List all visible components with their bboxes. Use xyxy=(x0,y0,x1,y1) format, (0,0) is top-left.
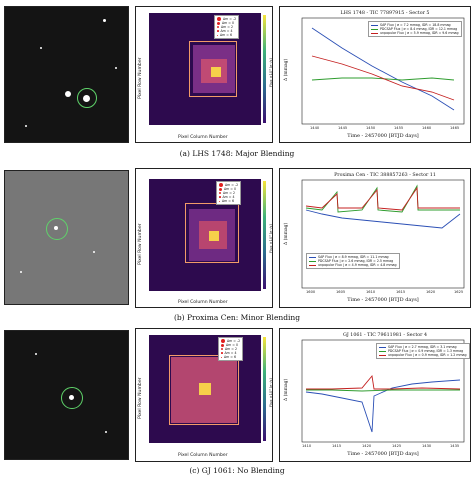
lc-xlabel: Time - 2457000 [BTJD days] xyxy=(347,133,419,139)
tpf-ylabel: Pixel Row Number xyxy=(138,57,143,99)
target-ring xyxy=(77,88,97,108)
lc-ylabel: Δ (mmag) xyxy=(284,58,289,81)
lc-xtick: 1615 xyxy=(396,290,406,294)
star xyxy=(115,67,117,69)
sky-image-a xyxy=(4,6,129,143)
lc-xlabel: Time - 2457000 [BTJD days] xyxy=(347,451,419,457)
lc-xtick: 1410 xyxy=(302,444,312,448)
tpf-panel-a: Δm = -2 Δm = 0 Δm = 2 Δm = 4 Δm = 6 Pixe… xyxy=(135,6,273,143)
unpopular-series xyxy=(306,374,461,390)
lc-xtick: 1605 xyxy=(336,290,346,294)
lc-title: LHS 1748 - TIC 77897915 - Sector 5 xyxy=(340,11,430,16)
lc-xtick: 1435 xyxy=(450,444,460,448)
sky-image-b xyxy=(4,170,129,305)
lc-plot xyxy=(301,339,465,443)
lc-xtick: 1440 xyxy=(310,126,320,130)
tpf-xlabel: Pixel Column Number xyxy=(178,300,228,305)
tpf-panel-c: Δm = -2 Δm = 0 Δm = 2 Δm = 4 Δm = 6 Pixe… xyxy=(135,328,273,462)
aperture-outline xyxy=(185,203,239,263)
star xyxy=(35,353,37,355)
colorbar xyxy=(263,337,266,441)
lc-xtick: 1420 xyxy=(362,444,372,448)
lc-xtick: 1415 xyxy=(332,444,342,448)
tpf-heatmap xyxy=(149,13,261,125)
lc-legend: SAP Flux | σ = 7.2 mmag, IDR = 18.8 mmag… xyxy=(368,21,462,37)
lightcurve-panel-b: Proxima Cen - TIC 388857263 - Sector 11 … xyxy=(279,168,471,308)
tpf-xlabel: Pixel Column Number xyxy=(178,453,228,458)
figure-row-b: Δm = -2 Δm = 0 Δm = 2 Δm = 4 Δm = 6 Pixe… xyxy=(0,162,474,322)
marker-legend: Δm = -2 Δm = 0 Δm = 2 Δm = 4 Δm = 6 xyxy=(216,181,242,205)
lc-ylabel: Δ (mmag) xyxy=(284,222,289,245)
lc-xtick: 1600 xyxy=(306,290,316,294)
star xyxy=(40,47,42,49)
lc-plot xyxy=(301,17,465,125)
marker-legend: Δm = -2 Δm = 0 Δm = 2 Δm = 4 Δm = 6 xyxy=(218,337,244,361)
cbar-label: Flux ×10³ [e⁻/s] xyxy=(269,58,273,87)
target-ring xyxy=(61,387,83,409)
lc-xtick: 1445 xyxy=(338,126,348,130)
figure-row-a: Δm = -2 Δm = 0 Δm = 2 Δm = 4 Δm = 6 Pixe… xyxy=(0,4,474,158)
lc-xtick: 1625 xyxy=(454,290,464,294)
sap-series xyxy=(305,209,461,229)
pdcsap-series xyxy=(306,389,460,392)
lc-xtick: 1450 xyxy=(366,126,376,130)
unpopular-series xyxy=(311,55,455,101)
tpf-heatmap xyxy=(149,179,261,291)
cbar-label: Flux ×10³ [e⁻/s] xyxy=(269,378,273,407)
target-ring xyxy=(46,218,68,240)
tpf-ylabel: Pixel Row Number xyxy=(138,377,143,419)
aperture-outline xyxy=(189,41,237,97)
sap-series xyxy=(311,27,455,111)
star xyxy=(65,91,71,97)
lc-xtick: 1610 xyxy=(366,290,376,294)
colorbar xyxy=(263,15,266,123)
lightcurve-panel-c: GJ 1061 - TIC 79611981 - Sector 4 SAP Fl… xyxy=(279,328,471,462)
lc-title: Proxima Cen - TIC 388857263 - Sector 11 xyxy=(334,173,436,178)
lc-title: GJ 1061 - TIC 79611981 - Sector 4 xyxy=(342,333,428,338)
sky-image-c xyxy=(4,330,129,460)
tpf-panel-b: Δm = -2 Δm = 0 Δm = 2 Δm = 4 Δm = 6 Pixe… xyxy=(135,168,273,308)
lc-legend: SAP Flux | σ = 8.9 mmag, IDR = 11.1 mmag… xyxy=(306,253,400,269)
tpf-heatmap xyxy=(149,335,261,443)
lc-xtick: 1465 xyxy=(450,126,460,130)
lc-xtick: 1455 xyxy=(394,126,404,130)
aperture-outline xyxy=(169,355,239,425)
lc-xtick: 1620 xyxy=(426,290,436,294)
lc-plot xyxy=(301,179,465,289)
colorbar xyxy=(263,181,266,289)
lc-xtick: 1460 xyxy=(422,126,432,130)
lc-xlabel: Time - 2457000 [BTJD days] xyxy=(347,297,419,303)
tpf-xlabel: Pixel Column Number xyxy=(178,135,228,140)
cbar-label: Flux ×10³ [e⁻/s] xyxy=(269,224,273,253)
star xyxy=(25,125,27,127)
tpf-ylabel: Pixel Row Number xyxy=(138,223,143,265)
figure-row-c: Δm = -2 Δm = 0 Δm = 2 Δm = 4 Δm = 6 Pixe… xyxy=(0,326,474,476)
sap-series xyxy=(305,379,461,433)
lc-ylabel: Δ (mmag) xyxy=(284,378,289,401)
caption-a: (a) LHS 1748: Major Blending xyxy=(179,149,295,158)
lightcurve-panel-a: LHS 1748 - TIC 77897915 - Sector 5 SAP F… xyxy=(279,6,471,143)
star xyxy=(105,431,107,433)
lc-legend: SAP Flux | σ = 2.7 mmag, IDR = 3.1 mmag … xyxy=(376,343,470,359)
caption-b: (b) Proxima Cen: Minor Blending xyxy=(173,313,301,322)
star xyxy=(93,251,95,253)
marker-legend: Δm = -2 Δm = 0 Δm = 2 Δm = 4 Δm = 6 xyxy=(214,15,240,39)
unpopular-series xyxy=(305,186,460,211)
star xyxy=(20,271,22,273)
lc-xtick: 1430 xyxy=(422,444,432,448)
caption-c: (c) GJ 1061: No Blending xyxy=(189,466,285,475)
lc-xtick: 1425 xyxy=(392,444,402,448)
star xyxy=(103,19,106,22)
pdcsap-series xyxy=(311,77,455,81)
